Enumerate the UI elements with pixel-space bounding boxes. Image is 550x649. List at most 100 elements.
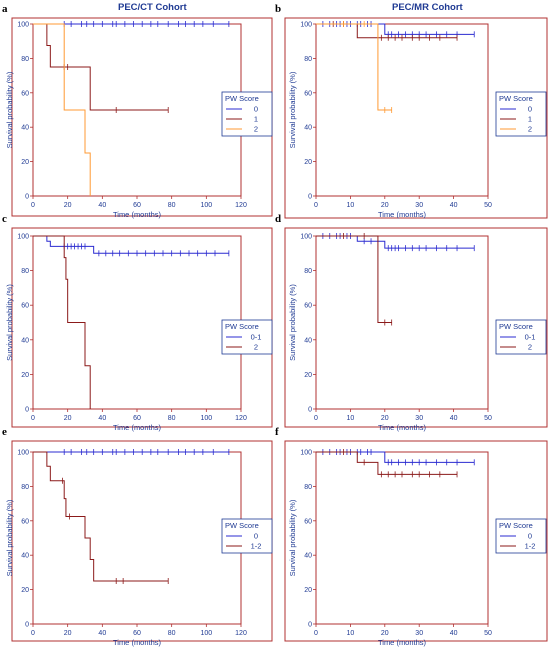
y-tick-label: 80 — [21, 268, 29, 275]
y-tick-label: 80 — [21, 484, 29, 491]
y-tick-label: 60 — [304, 518, 312, 525]
panel-letter: a — [2, 3, 8, 15]
x-tick-label: 60 — [133, 202, 141, 209]
y-tick-label: 100 — [300, 450, 312, 457]
x-tick-label: 40 — [98, 630, 106, 637]
x-tick-label: 30 — [415, 202, 423, 209]
legend-title: PW Score — [499, 94, 533, 103]
chart-panel-c: c 0 20 40 60 80 100 120 0 20 40 60 80 100 Time (months… — [2, 213, 273, 432]
legend-box — [495, 91, 547, 137]
legend-label: 2 — [528, 343, 532, 352]
y-tick-label: 20 — [304, 372, 312, 379]
legend-label: 1-2 — [251, 542, 262, 551]
panel-letter: d — [275, 213, 281, 225]
legend-label: 0 — [528, 105, 532, 114]
column-title-pec-mr: PEC/MR Cohort — [392, 2, 463, 13]
y-tick-label: 40 — [304, 125, 312, 132]
panel-frame — [284, 440, 548, 642]
plot-area — [315, 23, 489, 197]
x-tick-label: 0 — [314, 415, 318, 422]
legend-label: 1-2 — [525, 542, 536, 551]
x-tick-label: 20 — [64, 415, 72, 422]
x-tick-label: 10 — [347, 415, 355, 422]
y-axis-label: Survival probability (%) — [288, 499, 297, 576]
x-tick-label: 30 — [415, 415, 423, 422]
x-tick-label: 20 — [64, 630, 72, 637]
y-tick-label: 60 — [304, 90, 312, 97]
y-tick-label: 80 — [304, 268, 312, 275]
y-tick-label: 40 — [304, 337, 312, 344]
y-tick-label: 0 — [25, 194, 29, 201]
x-tick-label: 100 — [200, 202, 212, 209]
legend-label: 0 — [254, 105, 258, 114]
x-tick-label: 100 — [200, 630, 212, 637]
x-tick-label: 0 — [31, 630, 35, 637]
survival-curve-1-2 — [316, 451, 458, 475]
x-axis-label: Time (months) — [378, 210, 427, 219]
y-tick-label: 100 — [300, 22, 312, 29]
x-tick-label: 20 — [381, 202, 389, 209]
x-axis-label: Time (months) — [113, 210, 162, 219]
x-axis-label: Time (months) — [378, 423, 427, 432]
plot-area — [32, 235, 242, 410]
y-tick-label: 80 — [21, 56, 29, 63]
legend-label: 0 — [254, 532, 258, 541]
y-tick-label: 40 — [21, 337, 29, 344]
survival-curve-0-1 — [33, 235, 229, 254]
x-tick-label: 0 — [31, 415, 35, 422]
legend-label: 0-1 — [525, 333, 536, 342]
plot-area — [315, 451, 489, 625]
y-axis-label: Survival probability (%) — [5, 71, 14, 148]
y-tick-label: 20 — [304, 587, 312, 594]
y-tick-label: 40 — [21, 553, 29, 560]
x-tick-label: 120 — [235, 202, 247, 209]
survival-curve-1-2 — [33, 451, 169, 582]
survival-curve-2 — [33, 23, 91, 196]
panel-frame — [284, 227, 548, 428]
x-tick-label: 100 — [200, 415, 212, 422]
y-axis-label: Survival probability (%) — [288, 284, 297, 361]
y-tick-label: 60 — [21, 90, 29, 97]
x-tick-label: 30 — [415, 630, 423, 637]
plot-area — [315, 235, 489, 410]
x-tick-label: 80 — [168, 630, 176, 637]
legend-label: 1 — [254, 115, 258, 124]
panel-letter: b — [275, 3, 281, 15]
x-tick-label: 60 — [133, 630, 141, 637]
x-tick-label: 50 — [484, 415, 492, 422]
y-tick-label: 100 — [300, 234, 312, 241]
y-tick-label: 100 — [17, 234, 29, 241]
y-tick-label: 20 — [21, 587, 29, 594]
plot-area — [32, 451, 242, 625]
legend-title: PW Score — [499, 521, 533, 530]
x-axis-label: Time (months) — [113, 638, 162, 647]
survival-curve-1 — [33, 23, 169, 111]
x-axis-label: Time (months) — [378, 638, 427, 647]
x-tick-label: 20 — [64, 202, 72, 209]
y-tick-label: 100 — [17, 22, 29, 29]
x-tick-label: 40 — [98, 202, 106, 209]
legend-label: 2 — [254, 125, 258, 134]
panel-letter: c — [2, 213, 7, 225]
survival-curve-2 — [316, 235, 392, 323]
y-tick-label: 60 — [21, 518, 29, 525]
x-tick-label: 20 — [381, 630, 389, 637]
legend-label: 0 — [528, 532, 532, 541]
chart-panel-e: e 0 20 40 60 80 100 120 0 20 40 60 80 100 Time (months… — [2, 426, 273, 647]
y-tick-label: 0 — [25, 407, 29, 414]
column-title-pec-ct: PEC/CT Cohort — [118, 2, 187, 13]
y-tick-label: 100 — [17, 450, 29, 457]
legend-label: 2 — [528, 125, 532, 134]
survival-curve-1 — [316, 23, 458, 39]
y-axis-label: Survival probability (%) — [288, 71, 297, 148]
x-tick-label: 50 — [484, 202, 492, 209]
x-tick-label: 0 — [314, 630, 318, 637]
y-tick-label: 80 — [304, 484, 312, 491]
y-tick-label: 60 — [21, 303, 29, 310]
legend-title: PW Score — [225, 521, 259, 530]
x-tick-label: 0 — [314, 202, 318, 209]
legend-title: PW Score — [499, 322, 533, 331]
legend-label: 0-1 — [251, 333, 262, 342]
